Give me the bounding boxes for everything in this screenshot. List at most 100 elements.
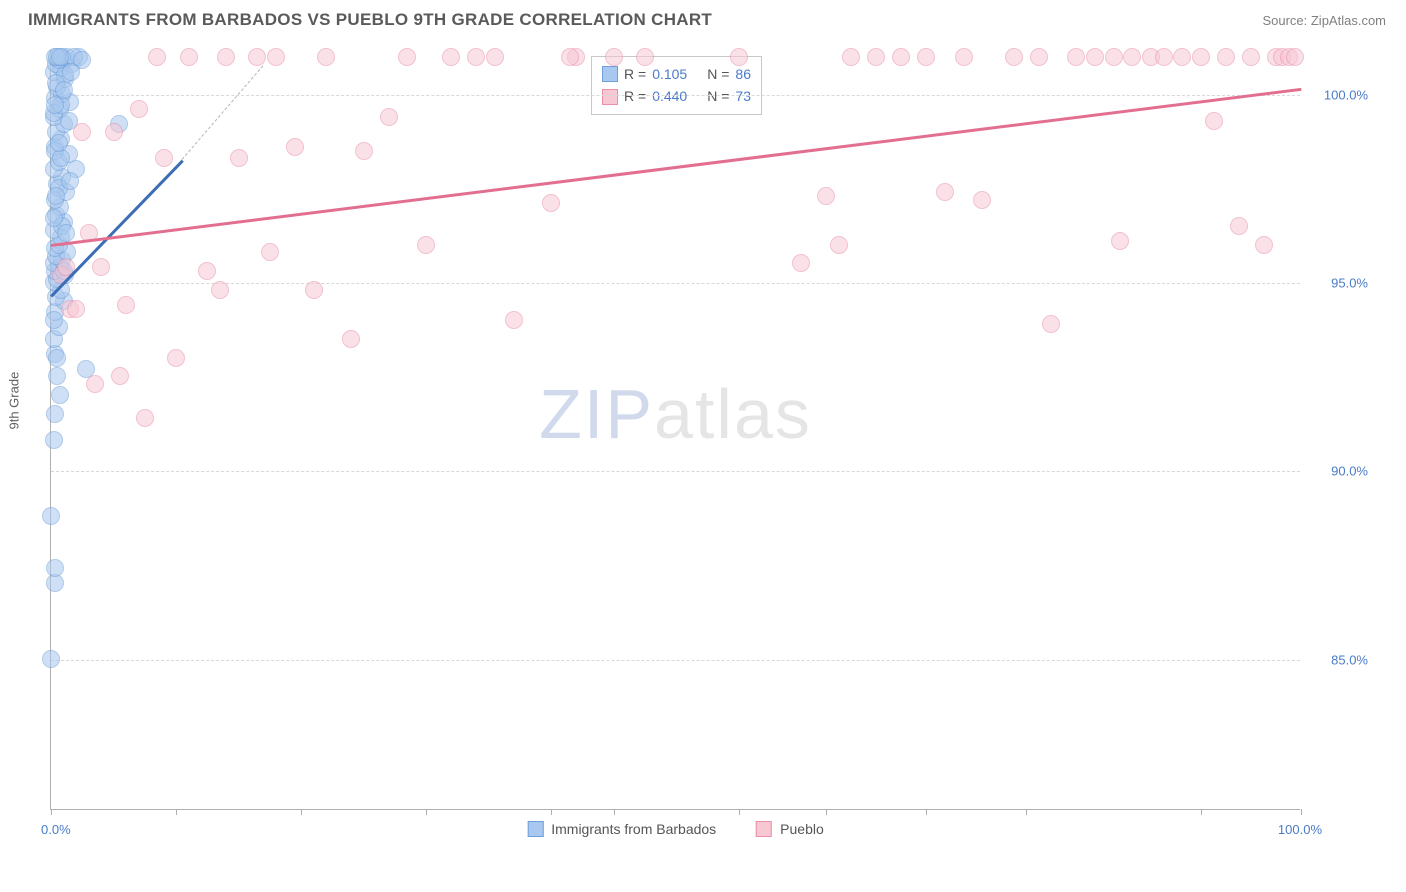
x-tick — [301, 809, 302, 815]
data-point — [467, 48, 485, 66]
data-point — [1173, 48, 1191, 66]
data-point — [92, 258, 110, 276]
data-point — [830, 236, 848, 254]
data-point — [561, 48, 579, 66]
legend-swatch — [527, 821, 543, 837]
y-axis-label: 9th Grade — [7, 372, 22, 430]
data-point — [342, 330, 360, 348]
data-point — [198, 262, 216, 280]
data-point — [398, 48, 416, 66]
data-point — [55, 81, 73, 99]
data-point — [955, 48, 973, 66]
x-tick — [176, 809, 177, 815]
x-tick — [926, 809, 927, 815]
y-tick-label: 85.0% — [1331, 652, 1368, 667]
data-point — [45, 209, 63, 227]
data-point — [917, 48, 935, 66]
x-tick — [1201, 809, 1202, 815]
stat-n-value: 73 — [735, 85, 751, 107]
data-point — [42, 507, 60, 525]
data-point — [417, 236, 435, 254]
data-point — [442, 48, 460, 66]
chart-container: 9th Grade ZIPatlas R = 0.105N = 86R = 0.… — [28, 42, 1378, 862]
data-point — [730, 48, 748, 66]
data-point — [67, 300, 85, 318]
data-point — [286, 138, 304, 156]
data-point — [48, 367, 66, 385]
data-point — [111, 367, 129, 385]
data-point — [317, 48, 335, 66]
data-point — [842, 48, 860, 66]
x-tick — [739, 809, 740, 815]
x-tick — [426, 809, 427, 815]
data-point — [51, 386, 69, 404]
data-point — [542, 194, 560, 212]
data-point — [936, 183, 954, 201]
data-point — [105, 123, 123, 141]
y-tick-label: 95.0% — [1331, 276, 1368, 291]
data-point — [817, 187, 835, 205]
data-point — [1155, 48, 1173, 66]
legend-swatch — [602, 66, 618, 82]
data-point — [1255, 236, 1273, 254]
chart-header: IMMIGRANTS FROM BARBADOS VS PUEBLO 9TH G… — [0, 0, 1406, 36]
x-tick — [826, 809, 827, 815]
data-point — [1242, 48, 1260, 66]
data-point — [45, 431, 63, 449]
x-tick — [1026, 809, 1027, 815]
gridline — [51, 95, 1300, 96]
data-point — [211, 281, 229, 299]
series-legend: Immigrants from Barbados Pueblo — [527, 821, 824, 837]
data-point — [50, 134, 68, 152]
legend-label: Immigrants from Barbados — [551, 821, 716, 837]
data-point — [1030, 48, 1048, 66]
watermark: ZIPatlas — [539, 374, 812, 454]
stat-n-value: 86 — [735, 63, 751, 85]
data-point — [973, 191, 991, 209]
trend-line-extrapolation — [182, 65, 264, 160]
data-point — [380, 108, 398, 126]
stat-r-value: 0.105 — [652, 63, 687, 85]
data-point — [136, 409, 154, 427]
data-point — [73, 123, 91, 141]
data-point — [155, 149, 173, 167]
data-point — [486, 48, 504, 66]
data-point — [180, 48, 198, 66]
x-axis-min-label: 0.0% — [41, 822, 71, 837]
data-point — [1286, 48, 1304, 66]
x-tick — [551, 809, 552, 815]
data-point — [1217, 48, 1235, 66]
legend-row: R = 0.105N = 86 — [602, 63, 751, 85]
data-point — [46, 559, 64, 577]
data-point — [148, 48, 166, 66]
y-tick-label: 100.0% — [1324, 88, 1368, 103]
x-axis-max-label: 100.0% — [1278, 822, 1322, 837]
data-point — [1205, 112, 1223, 130]
data-point — [267, 48, 285, 66]
legend-label: Pueblo — [780, 821, 824, 837]
data-point — [130, 100, 148, 118]
data-point — [167, 349, 185, 367]
data-point — [261, 243, 279, 261]
data-point — [47, 187, 65, 205]
chart-title: IMMIGRANTS FROM BARBADOS VS PUEBLO 9TH G… — [28, 10, 712, 30]
data-point — [62, 63, 80, 81]
legend-row: R = 0.440N = 73 — [602, 85, 751, 107]
data-point — [1086, 48, 1104, 66]
x-tick — [614, 809, 615, 815]
data-point — [61, 172, 79, 190]
data-point — [42, 650, 60, 668]
x-tick — [1301, 809, 1302, 815]
data-point — [305, 281, 323, 299]
data-point — [1067, 48, 1085, 66]
data-point — [57, 224, 75, 242]
stat-r-value: 0.440 — [652, 85, 687, 107]
y-tick-label: 90.0% — [1331, 464, 1368, 479]
data-point — [45, 311, 63, 329]
gridline — [51, 283, 1300, 284]
data-point — [117, 296, 135, 314]
data-point — [46, 405, 64, 423]
data-point — [605, 48, 623, 66]
data-point — [792, 254, 810, 272]
plot-area: ZIPatlas R = 0.105N = 86R = 0.440N = 73 … — [50, 50, 1300, 810]
